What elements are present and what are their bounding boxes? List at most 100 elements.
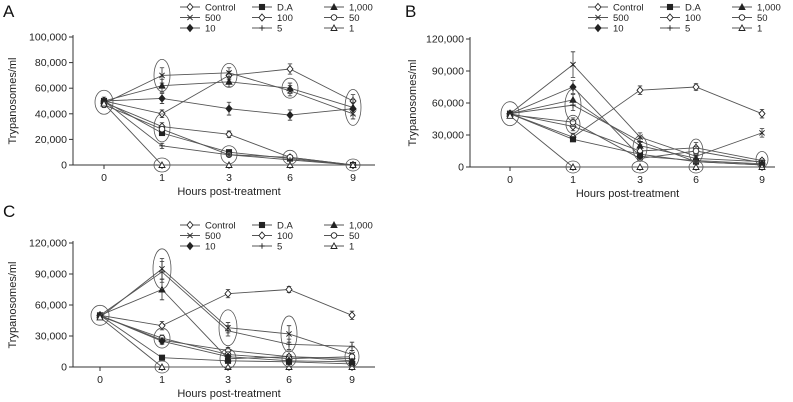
panel-b-legend-label-5: 5 [685,24,690,35]
panel-a-series-10-point [349,104,357,113]
panel-a-legend-label-100: 100 [277,13,293,24]
panel-c-series-10-point [224,352,232,361]
panel-a-x-tick-label: 3 [226,172,232,184]
panel-c-highlight-ellipse [153,327,171,349]
panel-a-series-100-point [225,130,233,139]
panel-b-legend-marker-500 [595,14,601,21]
panel-c-highlight-ellipse [154,360,170,374]
panel-b-highlight-ellipse [500,101,520,127]
panel-c-legend-marker-d-a [258,221,266,229]
panel-a-series-500-point [159,72,165,79]
chart-b-svg: B 0 30,000 60,000 90,000 120,000 0 1 3 6 9 Hours po… [405,2,781,200]
panel-a-x-tick-label: 0 [101,172,107,184]
panel-a-y-tick-label: 60,000 [35,83,67,95]
panel-c-y-tick-label: 30,000 [35,331,67,343]
panel-b-series-control-point [636,86,644,95]
panel-a-series-1-point [349,161,357,168]
panel-c-legend-marker-1-000 [330,221,338,228]
panel-b-series-control [506,82,766,142]
panel-b-legend-marker-10 [594,23,602,33]
panel-c-legend-marker-5 [259,243,265,249]
panel-a-legend-label-1-000: 1,000 [349,3,373,14]
panel-b-series-1-line [509,115,762,168]
panel-b-series-control-line [509,86,763,138]
panel-b-legend-marker-d-a [666,3,674,11]
panel-a-highlight-ellipse [153,59,171,92]
panel-a-legend-label-10: 10 [205,24,216,35]
panel-a-legend-label-d-a: D.A [277,3,294,14]
panel-b-legend-label-d-a: D.A [685,3,702,14]
panel-a-letter: A [3,2,15,21]
panel-a-legend-marker-50 [330,14,338,21]
panel-a-legend: Control D.A 1,000 500 100 50 10 5 1 [180,3,373,35]
panel-c-series-5-line [99,271,353,347]
panel-c-legend-label-d-a: D.A [277,221,294,232]
panel-c-series-control-point [285,285,293,294]
panel-c-series-control [96,285,356,331]
panel-a-legend-label-control: Control [205,3,236,14]
panel-c-x-tick-label: 0 [97,374,103,386]
panel-c-highlight-ellipse [90,304,110,326]
panel-a-x-tick-label: 1 [159,172,165,184]
panel-b-series-5-point [570,102,576,108]
panel-b-highlight-ellipse [565,114,581,134]
panel-b-highlight-ellipse [688,160,704,174]
panel-b-legend-label-1-000: 1,000 [757,3,781,14]
panel-c-x-tick-label: 1 [159,374,165,386]
chart-c-svg: C 0 30,000 60,000 90,000 120,000 0 1 3 6 9 Hours po… [3,202,375,400]
panel-c-highlight-ellipse [152,248,172,290]
panel-b-series-500-point [759,129,765,136]
panel-b-series-1-point [569,163,577,170]
panel-b-series-5-point [637,138,643,145]
panel-c-series-10 [96,311,356,367]
panel-b-y-tick-label: 90,000 [432,66,464,78]
panel-a-x-axis-label: Hours post-treatment [177,186,280,198]
panel-b-legend-marker-5 [667,25,673,31]
panel-a-highlight-ellipse [153,113,171,143]
panel-b-highlight-ellipse [632,135,648,161]
panel-c-x-axis-label: Hours post-treatment [177,388,280,400]
panel-a-y-tick-label: 80,000 [35,57,67,69]
panel-b-y-tick-label: 30,000 [432,130,464,142]
panel-b-x-tick-label: 1 [570,174,576,186]
panel-b-letter: B [405,2,416,21]
panel-b-series-1 [506,111,766,170]
panel-a-legend-label-1: 1 [349,24,354,35]
panel-b-x-axis-label: Hours post-treatment [576,188,679,200]
panel-b-legend-label-control: Control [613,3,644,14]
panel-a-x-tick-label: 9 [350,172,356,184]
panel-c-highlight-ellipse [344,346,360,368]
chart-a-svg: A 0 20,000 40,000 60,000 80,000 100,000 0 1 3 6 9 Ho… [3,2,375,198]
panel-b-series-500-point [693,153,699,160]
panel-c-legend: Control D.A 1,000 500 100 50 10 5 1 [180,221,373,253]
panel-c-x-tick-label: 6 [286,374,292,386]
panel-b-legend-marker-1-000 [738,3,746,10]
panel-b-series-1-point [506,111,514,119]
panel-c-legend-label-5: 5 [277,242,282,253]
panel-b-highlight-ellipse [631,160,649,174]
panel-a-series-50-point [158,125,166,133]
panel-c-series-500-line [99,268,353,356]
panel-c-legend-marker-1 [330,242,338,249]
panel-c: C 0 30,000 60,000 90,000 120,000 0 1 3 6 9 Hours po… [0,200,395,402]
panel-a-series-10-point [158,94,166,103]
panel-b-x-tick-label: 6 [693,174,699,186]
panel-b-legend: Control D.A 1,000 500 100 50 10 5 1 [588,3,781,35]
panel-a-legend-label-50: 50 [349,13,360,24]
panel-a-highlight-ellipse [281,77,299,99]
panel-a-legend-marker-control [186,2,194,12]
panel-a-series-10-point [225,104,233,113]
panel-b-highlight-ellipse [688,138,704,164]
panel-b-series-5 [507,99,765,168]
panel-b-legend-marker-50 [738,14,746,21]
panel-a-y-tick-label: 20,000 [35,134,67,146]
panel-a-legend-marker-500 [187,14,193,21]
panel-c-legend-label-1-000: 1,000 [349,221,373,232]
panel-c-legend-label-500: 500 [205,231,221,242]
panel-a-highlight-ellipse [220,63,238,88]
panel-b-series-1-point [692,163,700,170]
panel-a-legend-marker-10 [186,23,194,33]
panel-a-legend-label-5: 5 [277,24,282,35]
panel-a-series-1-000-point [158,81,166,89]
panel-b-legend-label-500: 500 [613,13,629,24]
